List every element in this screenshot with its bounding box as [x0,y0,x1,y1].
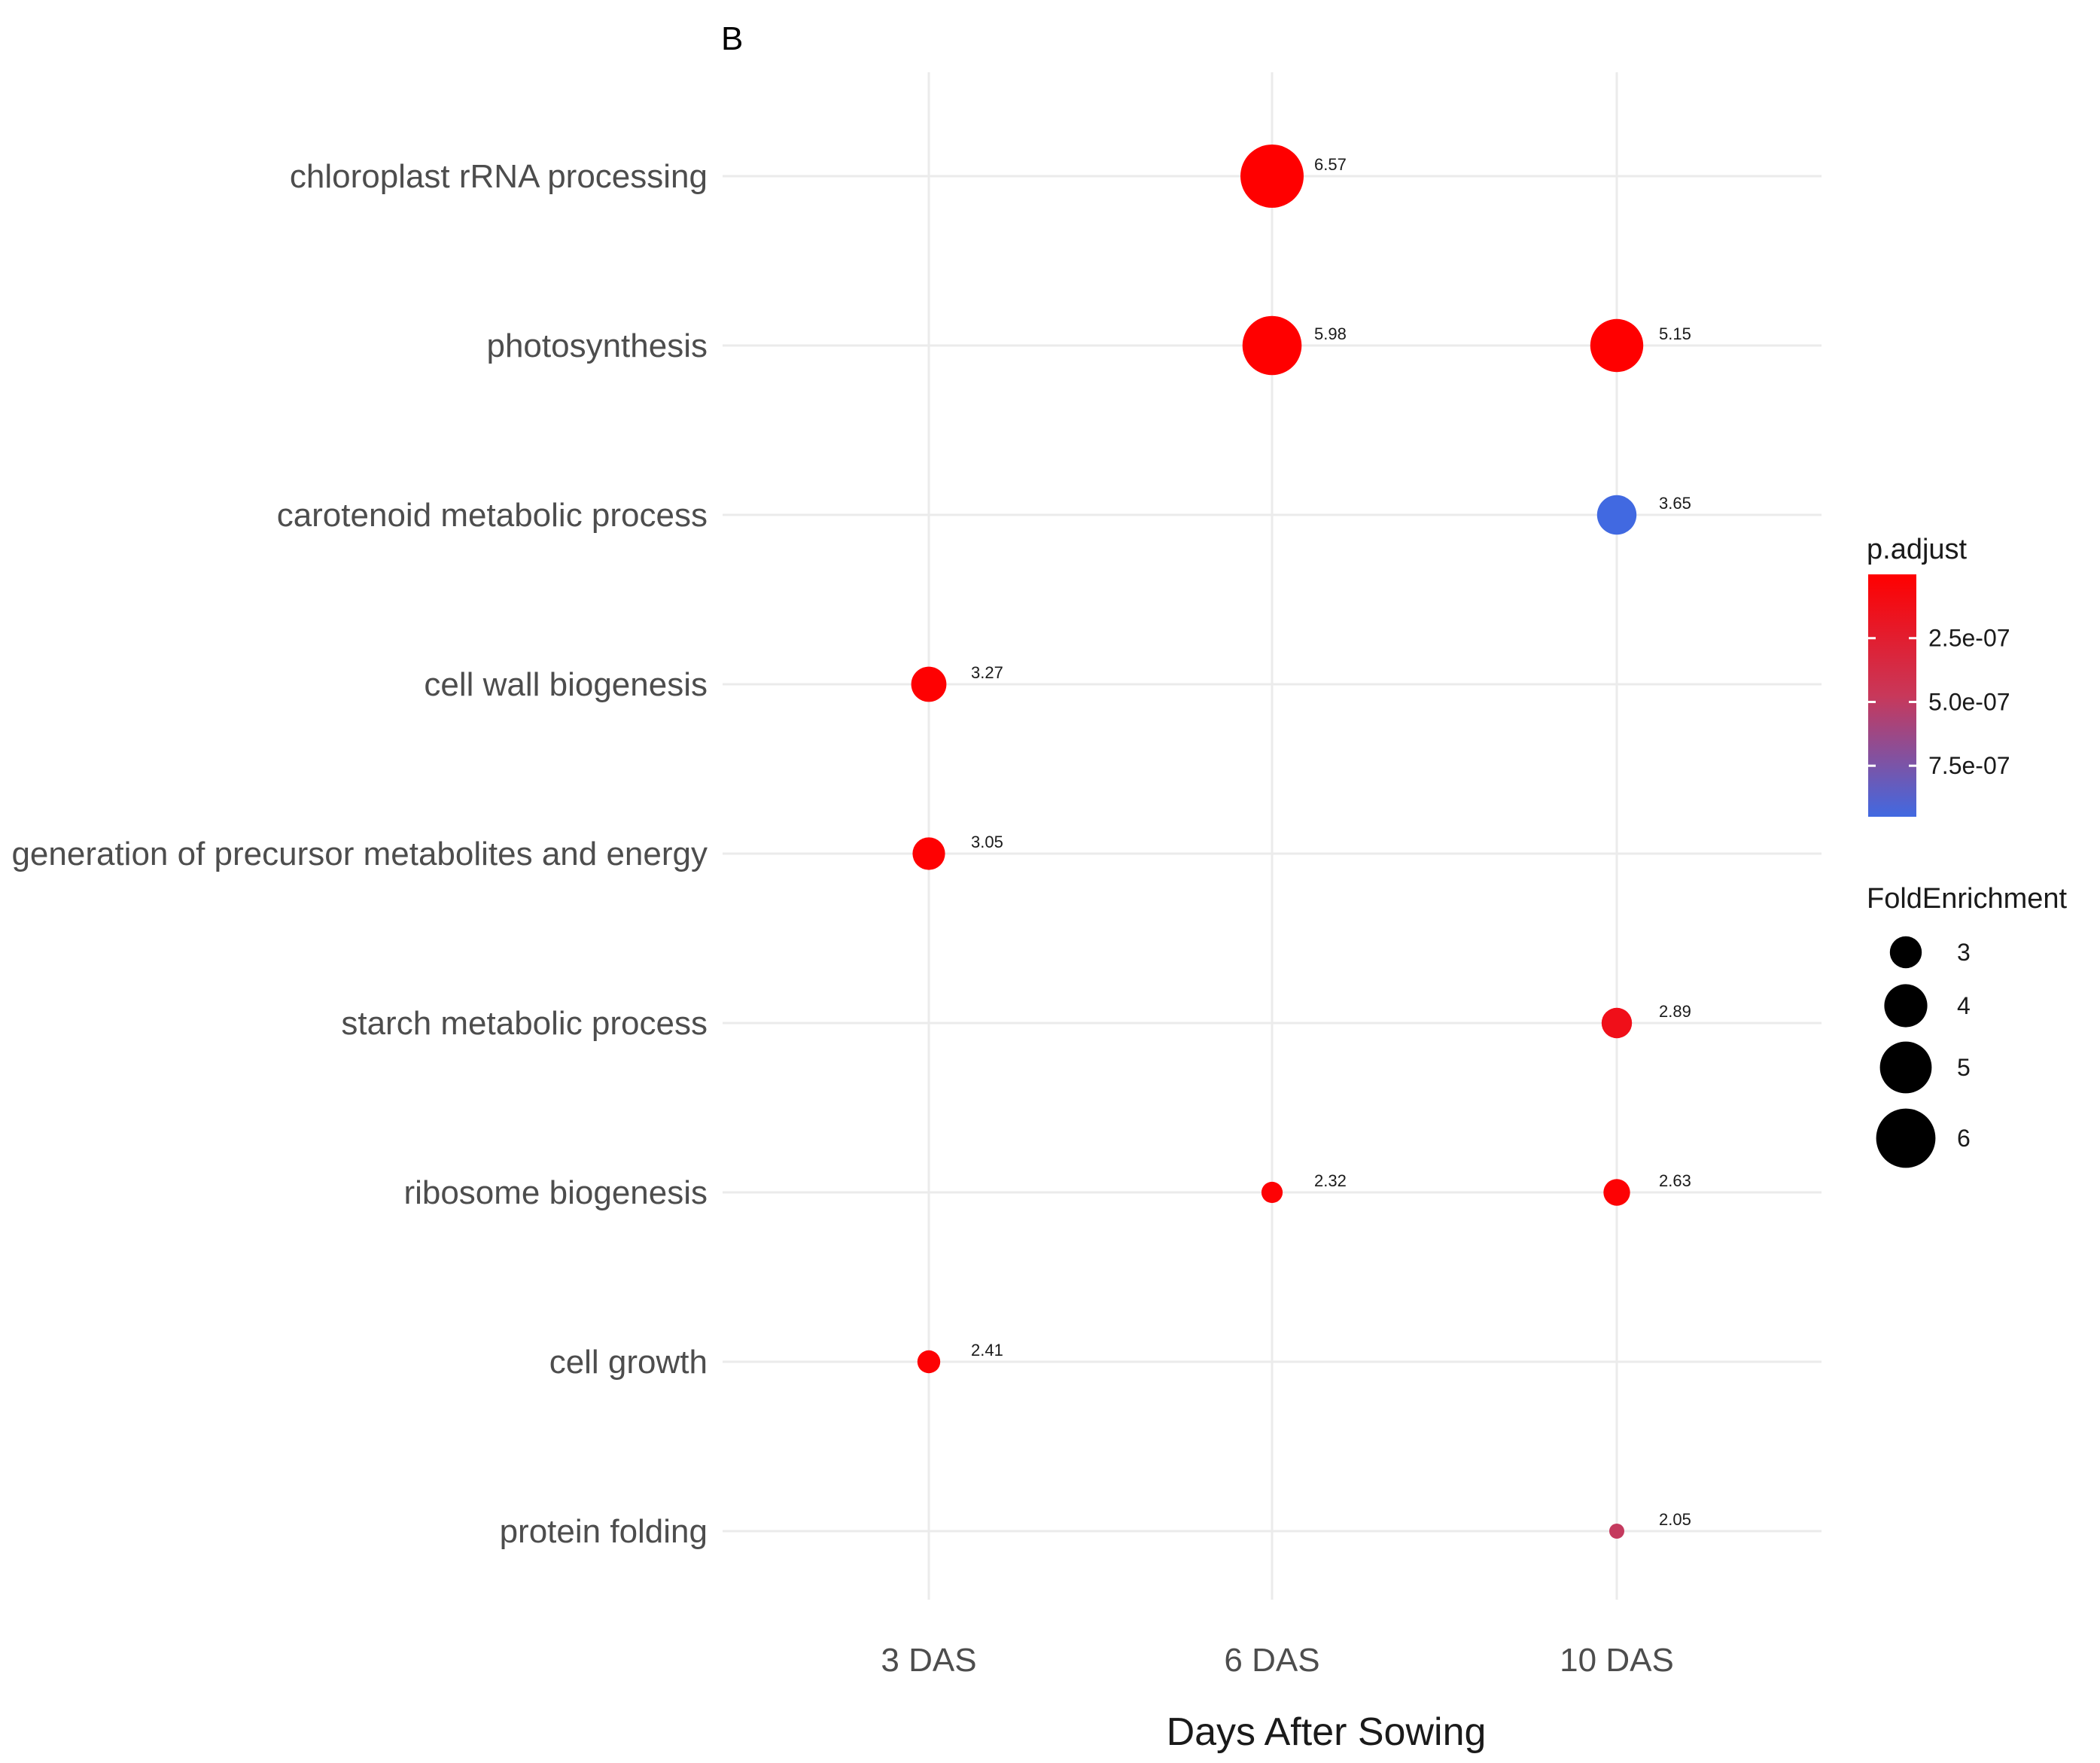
y-tick-label: starch metabolic process [341,1005,708,1042]
fold-enrichment-legend: FoldEnrichment 3 4 5 6 [1867,883,2068,1168]
y-tick-label: generation of precursor metabolites and … [11,836,708,872]
data-point [1601,1007,1633,1039]
size-legend-key [1884,984,1928,1028]
data-label: 3.27 [971,663,1003,682]
data-labels: 6.57 5.98 5.15 3.65 3.27 3.05 2.89 2.32 2.63 2.41… [971,155,1691,1529]
data-label: 2.41 [971,1341,1003,1360]
x-tick-label: 3 DAS [881,1642,976,1679]
y-tick-label: protein folding [500,1513,708,1550]
data-label: 2.63 [1659,1171,1691,1190]
p-adjust-legend-title: p.adjust [1867,534,1968,565]
y-axis-labels: chloroplast rRNA processing photosynthesi… [11,158,708,1550]
data-point [1242,315,1302,376]
x-axis-ticks: 3 DAS 6 DAS 10 DAS [881,1642,1673,1679]
y-tick-label: chloroplast rRNA processing [290,158,708,195]
size-legend-key [1876,1108,1936,1168]
data-label: 2.32 [1314,1171,1347,1190]
data-points [911,145,1644,1539]
size-legend-label: 6 [1957,1125,1971,1152]
colorbar-tick-label: 5.0e-07 [1928,688,2010,715]
data-point [911,666,947,702]
fold-enrichment-legend-title: FoldEnrichment [1867,883,2068,915]
data-label: 3.65 [1659,494,1691,513]
data-point [1240,145,1304,208]
data-label: 5.98 [1314,324,1347,343]
size-legend-key [1879,1041,1932,1094]
y-tick-label: carotenoid metabolic process [277,497,708,534]
data-point [1603,1179,1630,1206]
y-tick-label: cell growth [549,1344,708,1381]
data-point [1590,318,1644,373]
colorbar-tick-label: 7.5e-07 [1928,752,2010,779]
data-point [912,837,945,870]
x-tick-label: 6 DAS [1224,1642,1319,1679]
size-legend-key [1889,936,1922,969]
data-point [917,1350,941,1374]
size-legend-label: 3 [1957,939,1971,966]
colorbar-tick-label: 2.5e-07 [1928,625,2010,652]
data-label: 3.05 [971,833,1003,851]
data-label: 5.15 [1659,324,1691,343]
data-point [1609,1524,1624,1539]
p-adjust-colorbar [1868,574,1916,817]
size-legend-label: 5 [1957,1054,1971,1081]
grid-lines [723,72,1822,1600]
y-tick-label: cell wall biogenesis [424,666,708,703]
data-label: 6.57 [1314,155,1347,174]
p-adjust-legend: p.adjust 2.5e-07 5.0e-07 7.5e-07 [1867,534,2010,817]
data-label: 2.89 [1659,1002,1691,1021]
size-legend-label: 4 [1957,992,1971,1019]
x-axis-title: Days After Sowing [1167,1710,1487,1754]
x-tick-label: 10 DAS [1560,1642,1674,1679]
data-point [1261,1181,1283,1204]
data-point [1596,495,1637,535]
y-tick-label: photosynthesis [486,327,708,364]
data-label: 2.05 [1659,1510,1691,1529]
panel-label: B [721,20,743,57]
y-tick-label: ribosome biogenesis [403,1174,708,1211]
